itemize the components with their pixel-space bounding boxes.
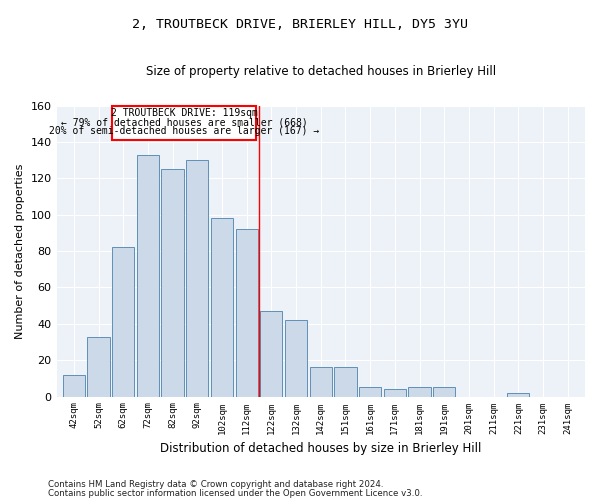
Bar (236, 229, 258, 396)
Text: Contains public sector information licensed under the Open Government Licence v3: Contains public sector information licen… (48, 488, 422, 498)
Bar (161, 169, 184, 396)
Y-axis label: Number of detached properties: Number of detached properties (15, 164, 25, 338)
Text: 2 TROUTBECK DRIVE: 119sqm: 2 TROUTBECK DRIVE: 119sqm (110, 108, 257, 118)
Bar (186, 160, 208, 396)
Bar (507, 393, 529, 396)
Bar (384, 390, 406, 396)
Bar (285, 320, 307, 396)
Text: Contains HM Land Registry data © Crown copyright and database right 2024.: Contains HM Land Registry data © Crown c… (48, 480, 383, 489)
Bar (359, 388, 381, 396)
Bar (88, 336, 110, 396)
Text: ← 79% of detached houses are smaller (668): ← 79% of detached houses are smaller (66… (61, 118, 307, 128)
Bar (310, 368, 332, 396)
Bar (112, 106, 256, 140)
Bar (63, 374, 85, 396)
Text: 2, TROUTBECK DRIVE, BRIERLEY HILL, DY5 3YU: 2, TROUTBECK DRIVE, BRIERLEY HILL, DY5 3… (132, 18, 468, 30)
Bar (409, 388, 431, 396)
Bar (260, 311, 283, 396)
X-axis label: Distribution of detached houses by size in Brierley Hill: Distribution of detached houses by size … (160, 442, 481, 455)
Bar (137, 154, 159, 396)
Bar (112, 248, 134, 396)
Bar (334, 368, 356, 396)
Bar (211, 218, 233, 396)
Title: Size of property relative to detached houses in Brierley Hill: Size of property relative to detached ho… (146, 65, 496, 78)
Text: 20% of semi-detached houses are larger (167) →: 20% of semi-detached houses are larger (… (49, 126, 319, 136)
Bar (433, 388, 455, 396)
